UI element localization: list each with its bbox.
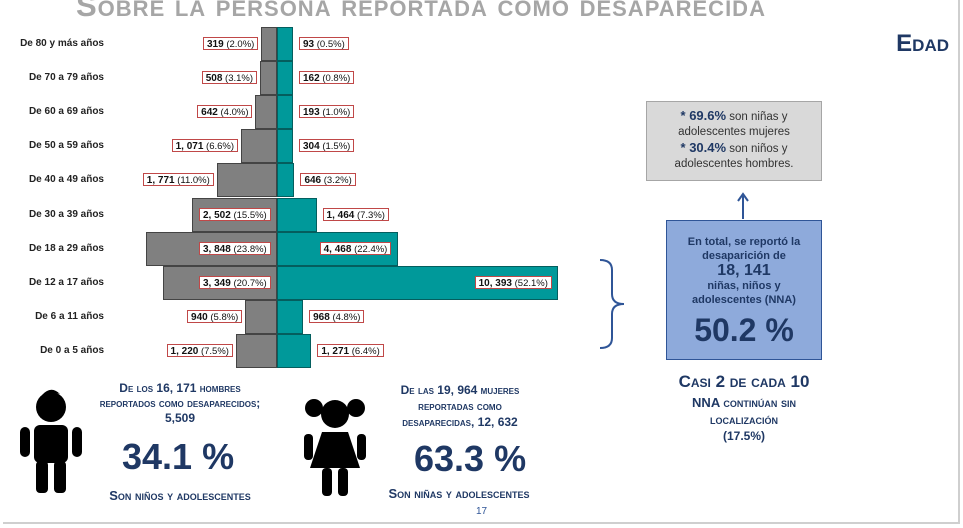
women-value-label: 93 (0.5%) bbox=[299, 37, 349, 50]
men-caption: Son niños y adolescentes bbox=[109, 488, 251, 503]
total-text-1: En total, se reportó la bbox=[687, 236, 801, 248]
girls-share: * 69.6% bbox=[680, 108, 727, 123]
women-bar bbox=[277, 95, 293, 130]
total-box: En total, se reportó la desaparición de … bbox=[666, 220, 822, 360]
total-percent: 50.2 % bbox=[694, 312, 794, 348]
men-percent: 34.1 % bbox=[122, 436, 235, 477]
girls-share-text: son niñas y bbox=[729, 111, 788, 123]
women-percent: 63.3 % bbox=[414, 438, 527, 479]
age-label: De 40 a 49 años bbox=[28, 174, 104, 186]
still-missing-3: localización bbox=[710, 412, 778, 427]
girls-share-text-2: adolescentes mujeres bbox=[678, 126, 790, 138]
age-label: De 50 a 59 años bbox=[28, 140, 104, 152]
women-value-label: 1, 271 (6.4%) bbox=[317, 343, 384, 357]
boys-share-text: son niños y bbox=[729, 143, 788, 155]
men-value-label: 508 (3.1%) bbox=[201, 71, 258, 85]
still-missing-note: Casi 2 de cada 10 NNA continúan sin loca… bbox=[650, 372, 838, 443]
girl-icon bbox=[304, 399, 366, 496]
gender-summary-box: * 69.6% son niñas y adolescentes mujeres… bbox=[646, 101, 822, 181]
age-label: De 6 a 11 años bbox=[35, 310, 104, 322]
men-bar bbox=[255, 95, 277, 130]
women-value-label: 304 (1.5%) bbox=[299, 139, 355, 153]
bracket-icon bbox=[599, 259, 625, 349]
men-bar bbox=[235, 333, 277, 368]
slide-frame bbox=[3, 0, 960, 524]
age-label: De 30 a 39 años bbox=[28, 208, 104, 220]
page-title: Sobre la persona reportada como desapare… bbox=[76, 0, 766, 23]
women-bar bbox=[277, 163, 295, 198]
age-label: De 60 a 69 años bbox=[28, 106, 104, 118]
age-label: De 80 y más años bbox=[20, 38, 104, 49]
women-bar bbox=[277, 129, 293, 164]
men-value-label: 1, 220 (7.5%) bbox=[166, 343, 233, 357]
boys-share-text-2: adolescentes hombres. bbox=[674, 158, 794, 170]
women-value-label: 162 (0.8%) bbox=[299, 71, 355, 85]
men-value-label: 940 (5.8%) bbox=[187, 309, 243, 323]
total-text-2: desaparición de bbox=[702, 250, 786, 262]
women-value-label: 193 (1.0%) bbox=[299, 105, 355, 119]
women-bar bbox=[277, 61, 293, 96]
boys-share: * 30.4% bbox=[680, 140, 727, 155]
men-value-label: 3, 349 (20.7%) bbox=[199, 275, 271, 289]
men-value-label: 3, 848 (23.8%) bbox=[199, 241, 271, 255]
women-value-label: 4, 468 (22.4%) bbox=[319, 241, 392, 255]
women-bar bbox=[277, 197, 317, 232]
women-note-1: De las 19, 964 mujeres bbox=[400, 383, 520, 397]
women-value-label: 1, 464 (7.3%) bbox=[322, 207, 389, 221]
total-text-3: niñas, niños y bbox=[707, 280, 781, 292]
women-value-label: 10, 393 (52.1%) bbox=[474, 275, 552, 289]
page-number: 17 bbox=[476, 506, 488, 517]
men-bar bbox=[261, 27, 277, 61]
men-value-label: 2, 502 (15.5%) bbox=[199, 207, 271, 221]
age-label: De 18 a 29 años bbox=[28, 242, 104, 254]
women-bar bbox=[277, 333, 312, 368]
age-label: De 70 a 79 años bbox=[28, 72, 104, 84]
men-value-label: 1, 771 (11.0%) bbox=[142, 173, 214, 187]
men-bar bbox=[216, 163, 277, 198]
women-value-label: 646 (3.2%) bbox=[300, 173, 356, 187]
boy-icon bbox=[20, 389, 82, 493]
total-text-4: adolescentes (NNA) bbox=[692, 294, 796, 306]
age-label: De 12 a 17 años bbox=[28, 276, 104, 288]
still-missing-4: (17.5%) bbox=[722, 429, 766, 443]
men-note-1: De los 16, 171 hombres bbox=[119, 381, 241, 395]
still-missing-2: NNA continúan sin bbox=[692, 395, 796, 410]
women-note-2: reportadas como bbox=[418, 399, 502, 413]
section-title: Edad bbox=[896, 30, 949, 57]
women-caption: Son niñas y adolescentes bbox=[388, 486, 530, 501]
men-value-label: 642 (4.0%) bbox=[197, 105, 253, 119]
women-bar bbox=[277, 27, 293, 61]
men-value-label: 1, 071 (6.6%) bbox=[171, 139, 239, 153]
men-bar bbox=[245, 299, 277, 334]
men-note: De los 16, 171 hombres reportados como d… bbox=[60, 381, 300, 426]
men-note-3: 5,509 bbox=[164, 411, 196, 425]
women-bar bbox=[277, 299, 304, 334]
men-value-label: 319 (2.0%) bbox=[203, 37, 259, 50]
total-count: 18, 141 bbox=[717, 262, 771, 279]
arrow-up-icon bbox=[737, 192, 749, 219]
women-value-label: 968 (4.8%) bbox=[309, 309, 365, 323]
men-bar bbox=[259, 61, 277, 96]
men-bar bbox=[240, 129, 277, 164]
still-missing-1: Casi 2 de cada 10 bbox=[678, 372, 810, 391]
women-note: De las 19, 964 mujeres reportadas como d… bbox=[362, 382, 558, 430]
men-note-2: reportados como desaparecidos; bbox=[99, 396, 261, 410]
women-note-3: desaparecidas, 12, 632 bbox=[402, 415, 518, 429]
age-label: De 0 a 5 años bbox=[40, 344, 104, 356]
